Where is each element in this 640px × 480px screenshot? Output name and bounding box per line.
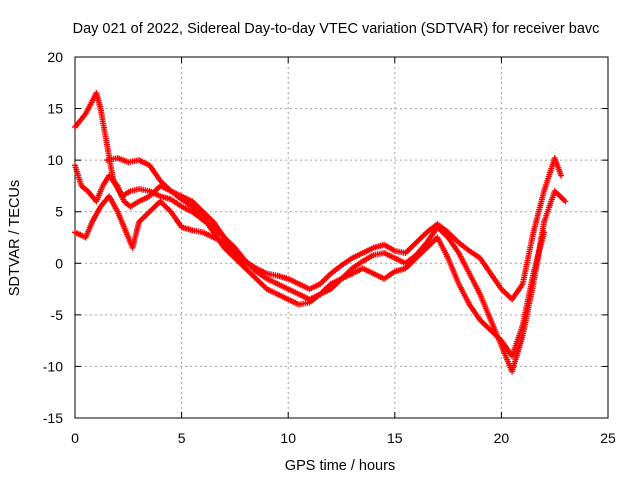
y-tick-label: 20 [47,49,63,65]
x-axis-label: GPS time / hours [285,458,395,474]
grid-lines [75,57,608,418]
x-tick-label: 15 [387,430,403,446]
y-axis-label: SDTVAR / TECUs [7,180,23,296]
plot-frame [74,56,609,419]
y-tick-label: -5 [51,307,64,323]
series-track-3 [72,193,547,360]
x-tick-label: 25 [600,430,616,446]
axis-ticks: 0 5 10 15 20 25 -15 -10 -5 0 5 10 15 20 [43,49,616,446]
y-tick-label: 10 [47,152,63,168]
y-tick-label: -10 [43,358,63,374]
data-points [72,90,569,375]
x-tick-label: 5 [178,430,186,446]
series-track-4 [104,155,249,272]
x-tick-label: 0 [71,430,79,446]
x-tick-label: 10 [280,430,296,446]
y-tick-label: -15 [43,410,63,426]
data-point [562,198,569,205]
y-tick-label: 5 [55,204,63,220]
data-point [558,172,565,179]
y-tick-label: 15 [47,101,63,117]
series-track-2 [72,162,569,375]
data-point [242,265,249,272]
y-tick-label: 0 [55,255,63,271]
data-point [541,229,547,236]
chart-title: Day 021 of 2022, Sidereal Day-to-day VTE… [73,21,600,37]
x-tick-label: 20 [494,430,510,446]
